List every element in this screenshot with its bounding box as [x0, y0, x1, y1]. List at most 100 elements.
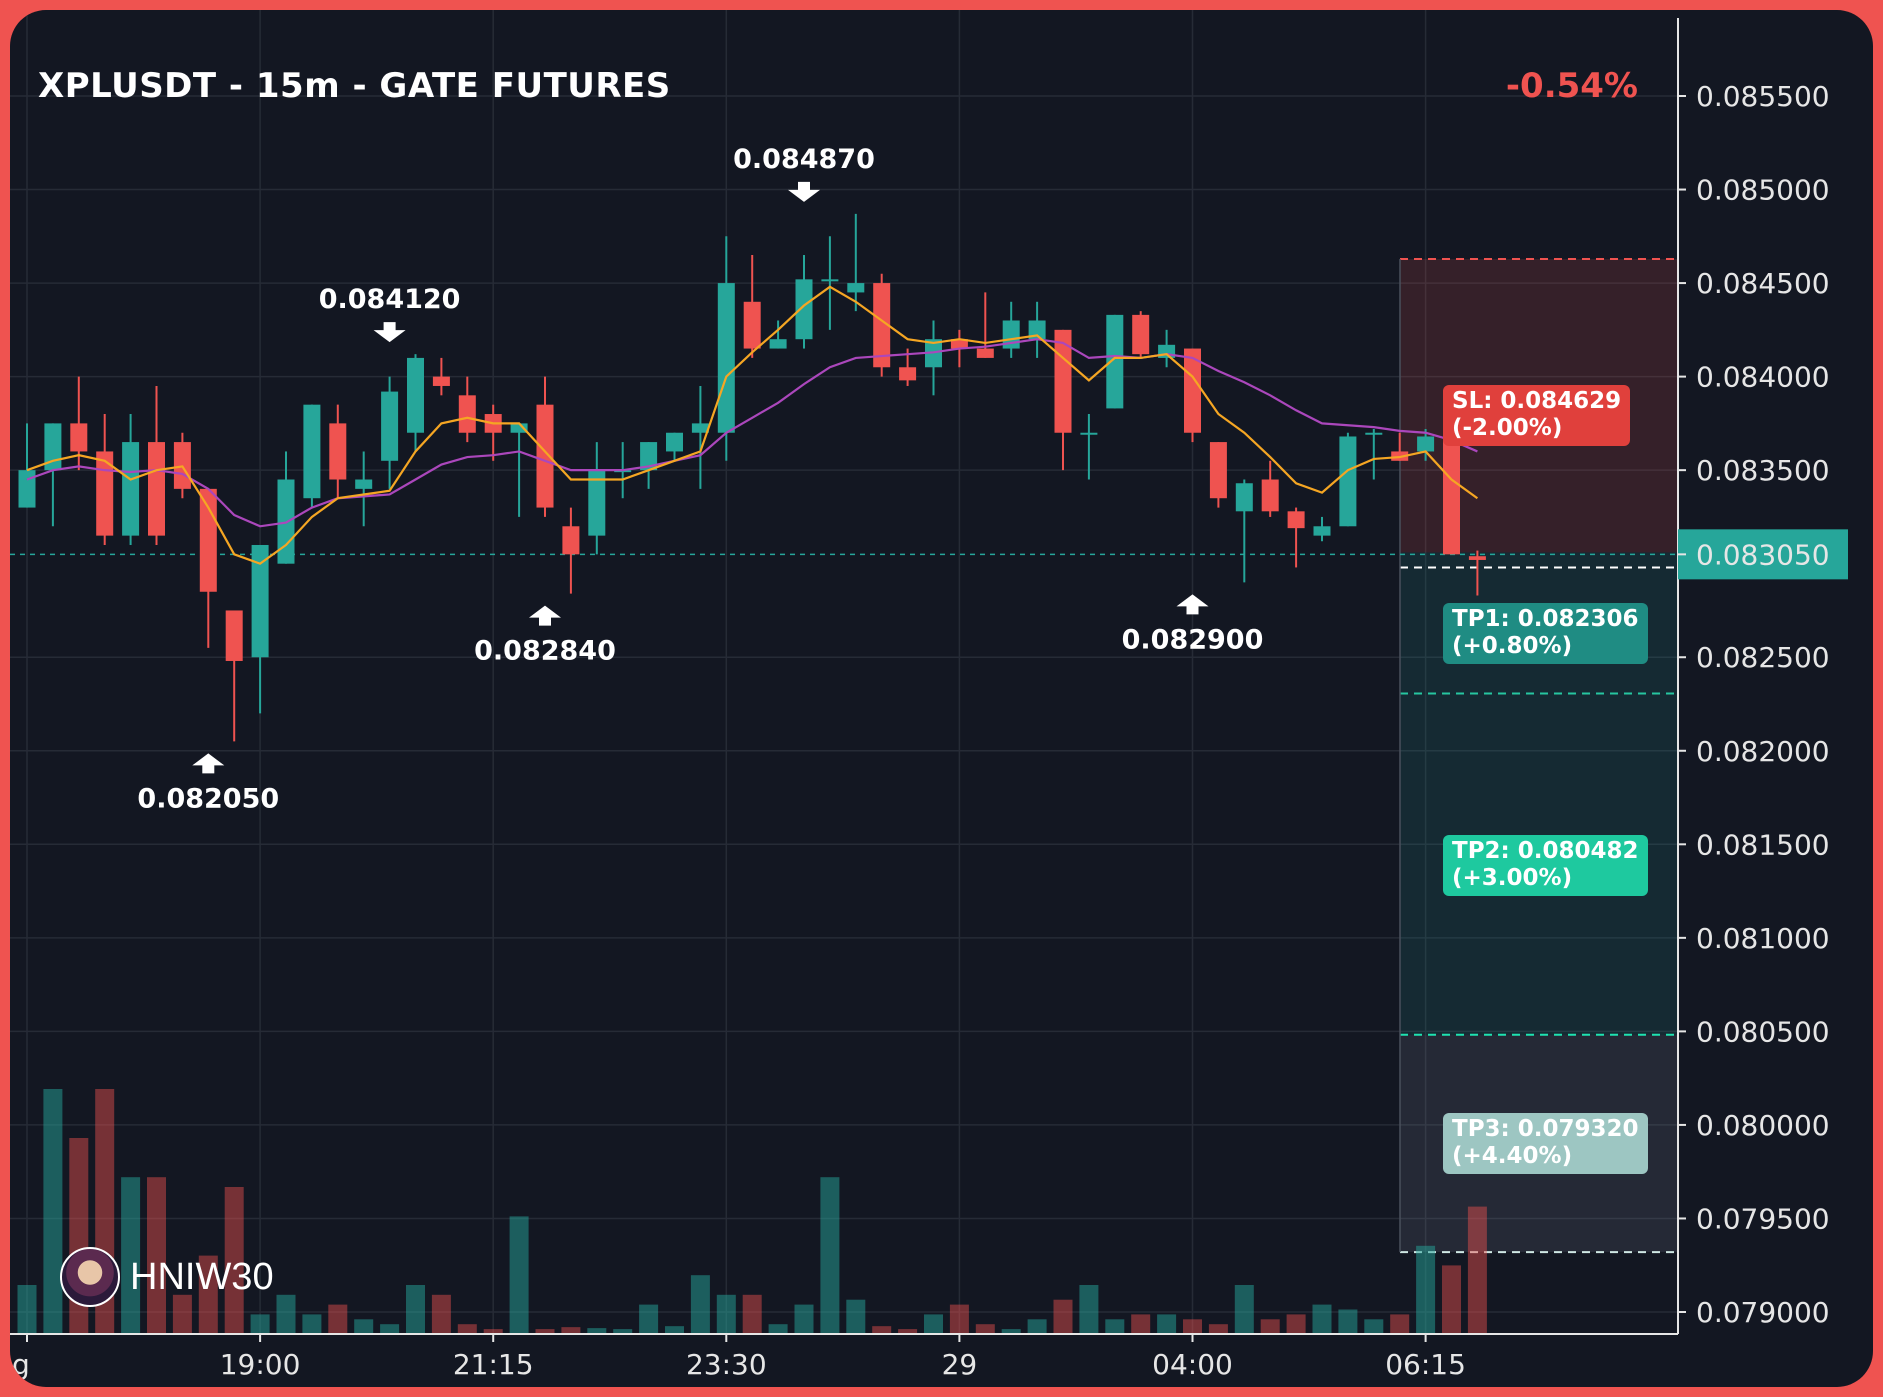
take-profit-3-badge: TP3: 0.079320 (+4.40%) [1443, 1113, 1648, 1174]
x-tick-label: 21:15 [453, 1348, 534, 1381]
candle [1132, 311, 1150, 358]
candle [432, 357, 450, 396]
volume-bar [147, 1177, 166, 1334]
candle [1184, 348, 1201, 443]
candle-body [950, 339, 968, 349]
volume-bar [949, 1304, 969, 1334]
price-annotation: 0.082840 [474, 605, 616, 667]
volume-bar [975, 1324, 995, 1334]
candle [1287, 507, 1305, 568]
avatar [60, 1247, 120, 1307]
candle [1468, 550, 1486, 596]
brand-watermark: HNIW30 [60, 1247, 274, 1307]
take-profit-3-percent: (+4.40%) [1452, 1143, 1573, 1169]
volume-bar [924, 1314, 943, 1334]
volume-bar [224, 1187, 244, 1334]
candle-body [303, 404, 321, 499]
volume-bar [1312, 1304, 1332, 1334]
candle-body [1184, 348, 1201, 433]
candle [691, 385, 709, 489]
y-tick-label: 0.084000 [1696, 361, 1830, 394]
candle [381, 376, 399, 489]
stop-loss-badge: SL: 0.084629 (-2.00%) [1443, 385, 1631, 446]
volume-bar [1131, 1314, 1151, 1334]
candle [769, 320, 787, 349]
y-tick-label: 0.085000 [1696, 174, 1830, 207]
chart-frame: 0.084120 0.084870 0.082050 0.082840 0.082900… [10, 10, 1873, 1387]
candle-body [1132, 314, 1150, 355]
volume-bar [1390, 1314, 1410, 1334]
candle [562, 507, 580, 594]
candle [1365, 428, 1383, 480]
x-tick-label: 29 [942, 1348, 978, 1381]
take-profit-2-label: TP2: 0.080482 [1452, 838, 1639, 864]
volume-bar [535, 1329, 555, 1334]
ema-fast-line [26, 285, 1479, 565]
last-price-tag [1678, 529, 1848, 580]
candle [795, 255, 813, 349]
candle [18, 423, 36, 508]
candle-body [458, 395, 476, 433]
x-tick-label: 19:00 [220, 1348, 301, 1381]
annotation-label: 0.082050 [137, 783, 279, 814]
y-tick-label: 0.082500 [1696, 641, 1830, 674]
candle [536, 376, 554, 517]
price-annotation: 0.082050 [137, 753, 279, 814]
y-tick-label: 0.079000 [1696, 1296, 1830, 1329]
volume-bar [1208, 1324, 1228, 1334]
candle [1339, 432, 1357, 527]
candle [1417, 428, 1435, 461]
stop-loss-label: SL: 0.084629 [1452, 388, 1622, 414]
annotation-label: 0.082840 [474, 636, 616, 667]
volume-bar [613, 1329, 633, 1334]
candle [44, 423, 62, 527]
candle-body [1235, 483, 1253, 512]
y-tick-label: 0.080500 [1696, 1015, 1830, 1048]
y-axis-ticks: 0.085500 0.085000 0.084500 0.084000 0.083500… [1678, 80, 1848, 1329]
take-profit-1-badge: TP1: 0.082306 (+0.80%) [1443, 603, 1648, 664]
volume-bar [17, 1285, 37, 1334]
candle-body [1339, 436, 1357, 527]
volume-bar [43, 1089, 63, 1334]
volume-bar [690, 1275, 710, 1334]
candle [355, 451, 373, 527]
price-change: -0.54% [1505, 66, 1638, 106]
volume-bar [380, 1324, 400, 1334]
volume-bar [457, 1324, 477, 1334]
volume-bar [172, 1294, 192, 1334]
candle-body [1080, 432, 1098, 435]
volume-bar [665, 1326, 684, 1334]
candle [510, 423, 528, 517]
candle-body [847, 283, 865, 293]
price-annotation: 0.084870 [733, 144, 875, 202]
volume-bar [1286, 1314, 1306, 1334]
candle [1443, 438, 1460, 555]
volume-bar [250, 1314, 270, 1334]
candle-body [1443, 438, 1460, 555]
volume-bar [1105, 1319, 1125, 1334]
candlestick-chart[interactable]: 0.084120 0.084870 0.082050 0.082840 0.082900… [10, 10, 1873, 1387]
candle-body [795, 279, 813, 340]
candle [1158, 329, 1176, 368]
volume-bar [1183, 1319, 1202, 1334]
volume-bar [121, 1177, 141, 1334]
x-tick-label: 06:15 [1385, 1348, 1466, 1381]
candle-body [743, 301, 761, 349]
volume-bar [1001, 1329, 1021, 1334]
y-tick-label: 0.081500 [1696, 828, 1830, 861]
candle-body [251, 544, 269, 658]
volume-bar [1467, 1206, 1487, 1334]
candle-body [70, 423, 88, 452]
volume-bar [639, 1304, 659, 1334]
candle-body [873, 283, 891, 368]
volume-bar [768, 1324, 788, 1334]
candle [1235, 479, 1253, 583]
candle-body [821, 279, 839, 282]
candle [199, 488, 217, 648]
candle-body [355, 479, 373, 489]
arrow-up-icon [1176, 594, 1209, 615]
ema-slow-line [26, 338, 1478, 528]
volume-bar [1442, 1265, 1461, 1334]
candle [303, 404, 321, 508]
candle-body [1417, 436, 1435, 452]
